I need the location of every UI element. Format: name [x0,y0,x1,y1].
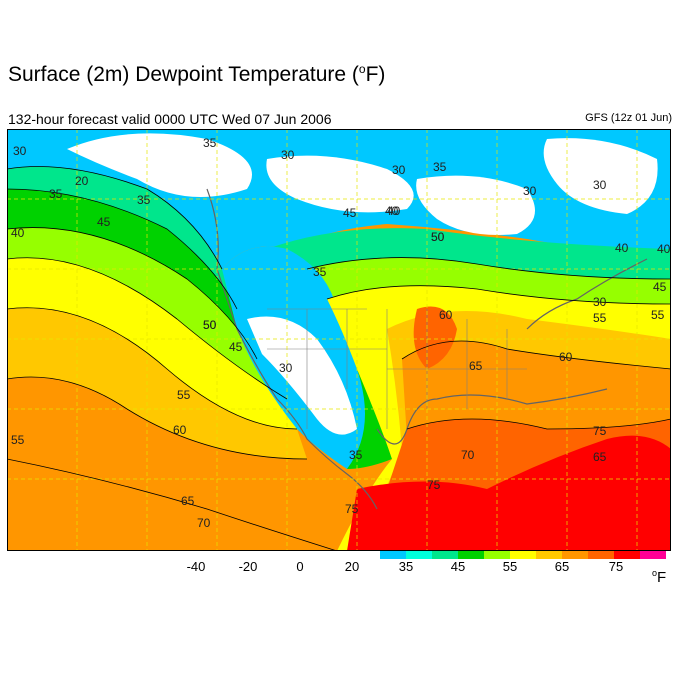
arctic-white-1 [67,133,252,197]
contour-label: 75 [345,502,359,516]
legend-tick-label: 55 [502,559,518,574]
band-55 [7,257,297,429]
contour-label: 50 [431,230,445,244]
model-run-label: GFS (12z 01 Jun) [585,112,672,124]
contour-label: 30 [523,184,537,198]
legend-tick-label: 45 [450,559,466,574]
contour-label: 30 [279,361,293,375]
contour-label: 50 [431,230,445,244]
contour-label: 30 [281,148,295,162]
caribbean-80 [347,435,671,551]
contour-lines [7,166,671,551]
arctic-white-3 [416,175,535,235]
band-40 [7,166,237,309]
contour-label: 45 [653,280,667,294]
contour-label: 40 [387,204,401,218]
legend-swatch [432,551,458,559]
legend-swatch [640,551,666,559]
band-60 [7,307,307,459]
plains-hotspot [413,306,457,369]
contour-label: 60 [559,350,573,364]
legend-tick-label: -40 [186,559,206,574]
contour-label: 50 [203,318,217,332]
contour-label: 45 [343,206,357,220]
legend-tick-label: 75 [608,559,624,574]
contour-label: 30 [13,144,27,158]
contour-label: 40 [385,204,399,218]
band-65 [7,377,337,551]
band-50 [7,227,287,399]
legend-swatch [458,551,484,559]
map-frame [7,129,671,551]
contour-label: 55 [651,308,665,322]
contour-label: 40 [11,226,25,240]
legend-tick-label: 20 [344,559,360,574]
dewpoint-map: 30 35 30 20 35 35 45 40 45 50 50 40 55 4… [7,129,671,551]
legend-unit: oF [652,568,667,586]
contour-label: 35 [137,193,151,207]
contour-label: 65 [469,359,483,373]
contour-label: 35 [349,448,363,462]
contour-label: 75 [427,478,441,492]
contour-label: 75 [593,424,607,438]
contour-label: 65 [181,494,195,508]
legend-swatch [588,551,614,559]
contour-label: 55 [177,388,191,402]
contour-label: 30 [392,163,406,177]
contour-label: 35 [433,160,447,174]
arctic-white-2 [266,155,414,213]
legend-swatch [380,551,406,559]
contour-label: 30 [593,295,607,309]
arctic-white-4 [543,138,658,214]
contour-label: 60 [173,423,187,437]
map-canvas: 30 35 30 20 35 35 45 40 45 50 50 40 55 4… [7,129,671,551]
contour-label: 55 [11,433,25,447]
contour-label: 70 [197,516,211,530]
canada-band-45 [267,228,671,279]
legend-swatch [406,551,432,559]
contour-label: 40 [615,241,629,255]
contour-label: 35 [203,136,217,150]
contour-label: 70 [461,448,475,462]
band-45 [7,189,257,359]
contour-label: 60 [439,308,453,322]
contour-label: 45 [97,215,111,229]
legend-swatch [536,551,562,559]
us-west-white [247,316,357,435]
contour-label: 50 [203,318,217,332]
legend-swatch [562,551,588,559]
contour-label: 40 [657,242,671,256]
contour-label: 30 [593,178,607,192]
legend-tick-label: 0 [296,559,304,574]
color-legend: -40 -20 0 20 35 45 55 65 75 [0,551,680,591]
legend-tick-label: -20 [238,559,258,574]
canada-band-50 [307,257,671,304]
contour-label: 65 [593,450,607,464]
lat-lon-grid [7,129,671,551]
contour-label: 20 [75,174,89,188]
forecast-valid-time: 132-hour forecast valid 0000 UTC Wed 07 … [8,111,332,127]
legend-swatch [484,551,510,559]
legend-tick-label: 35 [398,559,414,574]
legend-swatch [614,551,640,559]
legend-swatch [510,551,536,559]
contour-label: 45 [229,340,243,354]
legend-tick-label: 65 [554,559,570,574]
coastline [206,188,648,510]
contour-label: 35 [49,187,63,201]
contour-label: 35 [313,265,327,279]
map-title: Surface (2m) Dewpoint Temperature (oF) [8,62,386,86]
state-borders [267,308,527,429]
contour-label: 55 [593,311,607,325]
